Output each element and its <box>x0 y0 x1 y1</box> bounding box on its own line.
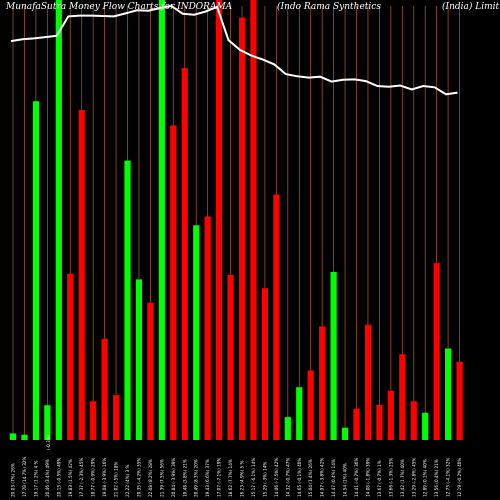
x-tick-labels: 20.03 (7%) 26% 17.78 (14.7%) 32% 19.17 (1.… <box>11 456 463 497</box>
bar <box>170 125 177 441</box>
chart-title: MunafaSutra Money Flow Charts for INDORA… <box>6 2 233 12</box>
bar <box>216 0 223 440</box>
bar <box>456 361 463 440</box>
x-tick-label: 19.83 (1.5%) 42% <box>68 459 73 497</box>
x-tick-label: 18.62 (7.7%) 14% <box>228 459 233 497</box>
bar <box>135 279 143 440</box>
bar <box>9 433 17 440</box>
bar <box>296 387 303 440</box>
x-tick-label: 12.19 (-0.2%) 40% <box>457 458 462 497</box>
bar <box>261 288 268 440</box>
x-tick-label: 13.29 (-2.8%) 45% <box>411 458 416 497</box>
price-line <box>10 4 458 96</box>
bar <box>124 160 131 440</box>
x-tick-label: 12.75 (-4.1%) 32% <box>446 458 451 497</box>
x-tick-label: 20.15 (-0.5%) 49% <box>56 458 61 497</box>
x-tick-label: 22.22 (4%) 3 % <box>125 464 130 497</box>
x-tick-label: 19.08 (-3.9%) 16% <box>102 458 107 497</box>
x-tick-label: 14.47 (0.4%) 14% <box>331 459 336 497</box>
x-tick-label: 17.37 (-2.3%) 45% <box>79 458 84 497</box>
bar <box>284 417 291 440</box>
bar <box>410 401 417 440</box>
bar <box>399 354 406 440</box>
extra-annotation: (-0.3%) <box>46 434 51 450</box>
x-tick-label: 13.67 (-0.7%) 1% <box>377 460 382 497</box>
bar <box>112 395 120 440</box>
x-tick-label: 14.65 (-0.1%) 40% <box>297 458 302 497</box>
x-tick-label: 14.08 (-1.8%) 39% <box>365 458 370 497</box>
x-tick-label: 20.03 (7%) 26% <box>11 463 16 497</box>
x-tick-label: 15.17 (-6.1%) 14% <box>251 458 256 497</box>
x-tick-label: 14.41 (-0.7%) 36% <box>354 458 359 497</box>
bar <box>181 68 188 440</box>
bars-group <box>9 0 463 441</box>
x-tick-label: 14.54 (1%) 40% <box>343 463 348 497</box>
bar <box>319 326 326 440</box>
bar <box>307 370 314 440</box>
x-tick-label: 16.23 (4.9%) 5 % <box>240 460 245 497</box>
bar <box>101 338 108 440</box>
bar <box>90 401 97 440</box>
x-tick-label: 17.07 (-7.1%) 19% <box>217 458 222 497</box>
x-tick-label: 20.35 (-4.2%) 35% <box>136 458 141 497</box>
bar <box>353 408 360 440</box>
x-tick-label: 21.02 (-5%) 18% <box>114 462 119 497</box>
x-tick-label: 19.17 (1.2%) 4 % <box>33 460 38 497</box>
chart-title-suffix: (India) Limit <box>442 2 500 12</box>
bar <box>55 0 62 440</box>
x-tick-label: 22.08 (8.2%) 28% <box>148 459 153 497</box>
bar <box>364 324 372 440</box>
bar <box>158 0 165 440</box>
x-tick-label: 14.32 (-0.7%) 47% <box>285 458 290 497</box>
x-tick-label: 20.84 (-3.9%) 39% <box>171 458 176 497</box>
bar <box>273 194 280 440</box>
x-tick-label: 19.43 (6.6%) 37% <box>205 459 210 497</box>
x-tick-label: 14.06 (-7.5%) 42% <box>274 458 279 497</box>
bar <box>193 225 200 440</box>
x-tick-label: 12.89 (0.1%) 40% <box>423 459 428 497</box>
bar <box>44 405 51 440</box>
bar <box>341 427 349 440</box>
x-tick-label: 13.66 (-1.3%) 25% <box>388 458 393 497</box>
x-tick-label: 15.04 (1.4%) 26% <box>308 459 313 497</box>
x-tick-label: 14.97 (-3.8%) 42% <box>320 458 325 497</box>
bar <box>32 101 39 440</box>
bar <box>445 348 452 440</box>
bar <box>67 273 74 440</box>
chart-title-company: (Indo Rama Synthetics <box>277 2 381 12</box>
x-tick-label: 15.29 (-3%) 14% <box>262 462 267 497</box>
bar <box>250 0 257 440</box>
x-tick-label: 19.48 (3.8%) 21% <box>182 459 187 497</box>
bar <box>422 412 429 440</box>
x-tick-label: 13.42 (1.7%) 40% <box>400 459 405 497</box>
bar <box>147 302 154 440</box>
bar <box>376 404 383 440</box>
x-tick-label: 21.39 (7.5%) 56% <box>159 459 164 497</box>
x-tick-label: 20.46 (3.4%) 49% <box>45 459 50 497</box>
bar <box>21 434 28 440</box>
x-tick-label: 20.49 (8.3%) 20% <box>194 459 199 497</box>
x-tick-label: 18.77 (-0.9%) 29% <box>91 458 96 497</box>
bar <box>387 390 394 440</box>
bar <box>204 216 211 440</box>
bar <box>433 263 440 440</box>
x-tick-label: 17.78 (14.7%) 32% <box>22 456 27 497</box>
x-tick-label: 13.56 (0.4%) 21% <box>434 459 439 497</box>
bar <box>238 17 246 440</box>
bar <box>330 271 337 440</box>
bar <box>78 110 85 440</box>
bar <box>227 275 234 440</box>
